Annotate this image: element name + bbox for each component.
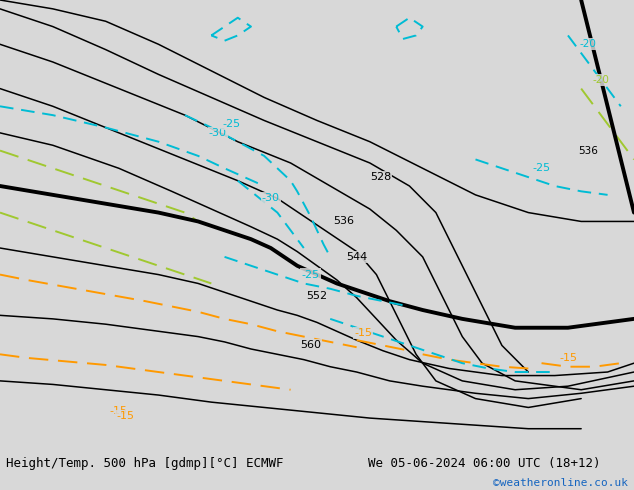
Text: -15: -15	[117, 411, 134, 421]
Text: ©weatheronline.co.uk: ©weatheronline.co.uk	[493, 478, 628, 488]
Text: 560: 560	[300, 341, 321, 350]
Text: Height/Temp. 500 hPa [gdmp][°C] ECMWF: Height/Temp. 500 hPa [gdmp][°C] ECMWF	[6, 457, 284, 470]
Text: 536: 536	[578, 146, 598, 156]
Text: -20: -20	[579, 39, 596, 49]
Text: We 05-06-2024 06:00 UTC (18+12): We 05-06-2024 06:00 UTC (18+12)	[368, 457, 600, 470]
Text: -25: -25	[222, 119, 240, 129]
Text: 536: 536	[333, 217, 354, 226]
Text: -30: -30	[262, 194, 280, 203]
Text: -15: -15	[559, 353, 577, 363]
Text: 544: 544	[346, 252, 367, 262]
Text: -20: -20	[593, 74, 609, 85]
Text: -25: -25	[533, 163, 550, 173]
Text: -15: -15	[354, 328, 372, 338]
Text: -25: -25	[301, 270, 320, 280]
Text: -15: -15	[110, 406, 128, 416]
Text: 528: 528	[370, 172, 391, 182]
Text: 552: 552	[306, 291, 328, 301]
Text: -30: -30	[209, 128, 227, 138]
